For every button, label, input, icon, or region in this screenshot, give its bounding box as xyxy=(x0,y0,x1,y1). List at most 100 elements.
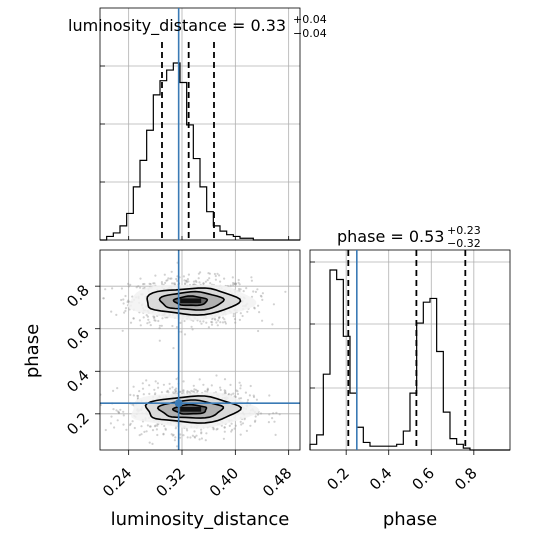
sample-point xyxy=(183,319,186,323)
sample-point xyxy=(221,316,225,319)
sample-point xyxy=(216,427,219,430)
sample-point xyxy=(234,282,237,285)
sample-point xyxy=(193,435,196,438)
sample-point xyxy=(198,281,201,284)
sample-point xyxy=(200,322,203,325)
x-tick-label-phase: 0.2 xyxy=(323,464,353,494)
sample-point xyxy=(200,428,203,431)
x-axis-label-phase: phase xyxy=(383,509,437,530)
sample-point xyxy=(196,390,199,393)
sample-point xyxy=(104,428,107,432)
sample-point xyxy=(184,282,187,285)
sample-point xyxy=(139,324,142,327)
sample-point xyxy=(124,309,127,312)
sample-point xyxy=(143,430,146,433)
sample-point xyxy=(124,307,128,310)
sample-point xyxy=(211,321,214,324)
sample-point xyxy=(214,318,217,321)
sample-point xyxy=(230,430,233,433)
sample-point xyxy=(224,390,227,393)
sample-point xyxy=(122,298,125,301)
sample-point xyxy=(173,388,177,391)
sample-point xyxy=(234,282,238,285)
sample-point xyxy=(194,388,198,391)
sample-point xyxy=(179,321,182,324)
sample-point xyxy=(209,282,212,285)
sample-point xyxy=(148,441,151,444)
sample-point xyxy=(102,297,105,300)
sample-point xyxy=(182,275,185,278)
sample-point xyxy=(249,424,252,427)
phase-title: phase = 0.53 xyxy=(337,227,444,246)
sample-point xyxy=(187,273,190,276)
sample-point xyxy=(250,279,253,282)
sample-point xyxy=(148,425,152,428)
sample-point xyxy=(197,277,200,280)
sample-point xyxy=(145,379,148,382)
sample-point xyxy=(182,390,185,393)
sample-point xyxy=(174,427,177,430)
sample-point xyxy=(223,389,226,392)
sample-point xyxy=(241,314,244,318)
sample-point xyxy=(180,330,183,333)
sample-point xyxy=(129,422,132,425)
sample-point xyxy=(196,389,199,392)
sample-point xyxy=(173,439,176,442)
sample-point xyxy=(132,385,135,388)
sample-point xyxy=(166,279,169,282)
phase-title-minus: −0.32 xyxy=(447,237,481,250)
sample-point xyxy=(194,279,197,282)
sample-point xyxy=(229,383,232,386)
sample-point xyxy=(221,321,225,324)
sample-point xyxy=(242,290,245,293)
sample-point xyxy=(176,279,179,282)
sample-point xyxy=(172,347,175,350)
sample-point xyxy=(158,339,161,342)
sample-point xyxy=(223,426,226,429)
sample-point xyxy=(175,390,178,393)
sample-point xyxy=(208,272,211,275)
y-tick-label-phase: 0.8 xyxy=(63,281,93,311)
sample-point xyxy=(260,295,263,298)
sample-point xyxy=(153,282,156,285)
sample-point xyxy=(244,391,247,394)
sample-point xyxy=(164,281,167,284)
sample-point xyxy=(275,411,278,414)
sample-point xyxy=(179,433,182,436)
sample-point xyxy=(175,326,178,329)
sample-point xyxy=(197,272,200,275)
sample-point xyxy=(122,423,125,426)
sample-point xyxy=(156,424,159,427)
sample-point xyxy=(239,312,242,315)
sample-point xyxy=(229,284,232,287)
sample-point xyxy=(234,283,237,286)
sample-point xyxy=(158,324,161,327)
sample-point xyxy=(141,382,144,385)
sample-point xyxy=(131,420,134,423)
sample-point xyxy=(139,286,142,289)
sample-point xyxy=(233,318,237,321)
sample-point xyxy=(241,422,245,425)
sample-point xyxy=(123,311,126,314)
sample-point xyxy=(112,408,115,411)
sample-point xyxy=(115,409,118,412)
y-tick-label-phase: 0.2 xyxy=(63,409,93,439)
sample-point xyxy=(137,285,140,288)
sample-point xyxy=(252,395,256,399)
sample-point xyxy=(163,273,166,276)
sample-point xyxy=(175,277,178,281)
sample-point xyxy=(193,283,196,286)
sample-point xyxy=(110,310,113,313)
sample-point xyxy=(215,428,218,431)
sample-point xyxy=(212,427,215,430)
sample-point xyxy=(191,390,194,393)
sample-point xyxy=(186,429,189,432)
sample-point xyxy=(172,282,175,285)
sample-point xyxy=(152,282,155,285)
sample-point xyxy=(112,389,115,392)
sample-point xyxy=(120,287,123,290)
sample-point xyxy=(239,288,242,291)
sample-point xyxy=(163,424,166,428)
sample-point xyxy=(153,425,157,428)
